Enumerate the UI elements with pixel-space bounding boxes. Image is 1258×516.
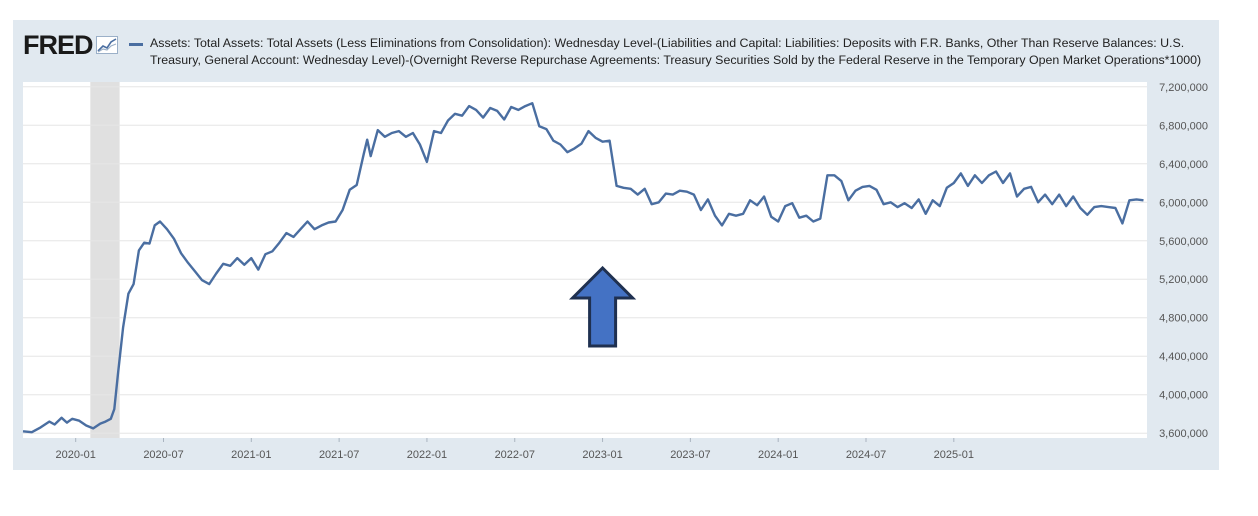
fred-chart-icon (95, 36, 118, 54)
y-tick-label: 4,800,000 (1159, 313, 1208, 325)
legend-text: Assets: Total Assets: Total Assets (Less… (150, 36, 1202, 67)
y-axis-labels: 3,600,000 4,000,000 4,400,000 4,800,000 5,20… (1159, 82, 1208, 440)
x-tick-label: 2020-01 (56, 449, 96, 461)
y-tick-label: 4,400,000 (1159, 351, 1208, 363)
gridlines (23, 86, 1147, 434)
y-tick-label: 6,800,000 (1159, 120, 1208, 132)
y-tick-label: 4,000,000 (1159, 390, 1208, 402)
x-tick-label: 2021-01 (231, 449, 271, 461)
x-tick-label: 2022-07 (495, 449, 535, 461)
y-tick-label: 5,600,000 (1159, 236, 1208, 248)
y-tick-label: 6,000,000 (1159, 197, 1208, 209)
recession-band (90, 82, 120, 438)
y-tick-label: 3,600,000 (1159, 428, 1208, 440)
annotation-layer (568, 265, 637, 348)
chart-legend: Assets: Total Assets: Total Assets (Less… (129, 35, 1219, 69)
x-tick-label: 2021-07 (319, 449, 359, 461)
x-tick-label: 2025-01 (934, 449, 974, 461)
x-tick-label: 2020-07 (143, 449, 183, 461)
x-tick-label: 2024-01 (758, 449, 798, 461)
recession-layer (90, 82, 120, 438)
fred-logo[interactable]: FRED (23, 30, 118, 60)
x-tick-label: 2023-07 (670, 449, 710, 461)
x-tick-label: 2023-01 (582, 449, 622, 461)
series-line (22, 102, 1144, 434)
x-tick-label: 2022-01 (407, 449, 447, 461)
legend-swatch (129, 43, 143, 46)
x-axis-labels: 2020-01 2020-07 2021-01 2021-07 2022-01 2022-… (56, 438, 974, 461)
fred-logo-text: FRED (23, 29, 93, 60)
x-tick-label: 2024-07 (846, 449, 886, 461)
y-tick-label: 6,400,000 (1159, 159, 1208, 171)
series-layer (22, 102, 1144, 434)
y-tick-label: 7,200,000 (1159, 82, 1208, 94)
y-tick-label: 5,200,000 (1159, 274, 1208, 286)
plot-area (23, 82, 1147, 438)
up-arrow-annotation (568, 265, 637, 348)
